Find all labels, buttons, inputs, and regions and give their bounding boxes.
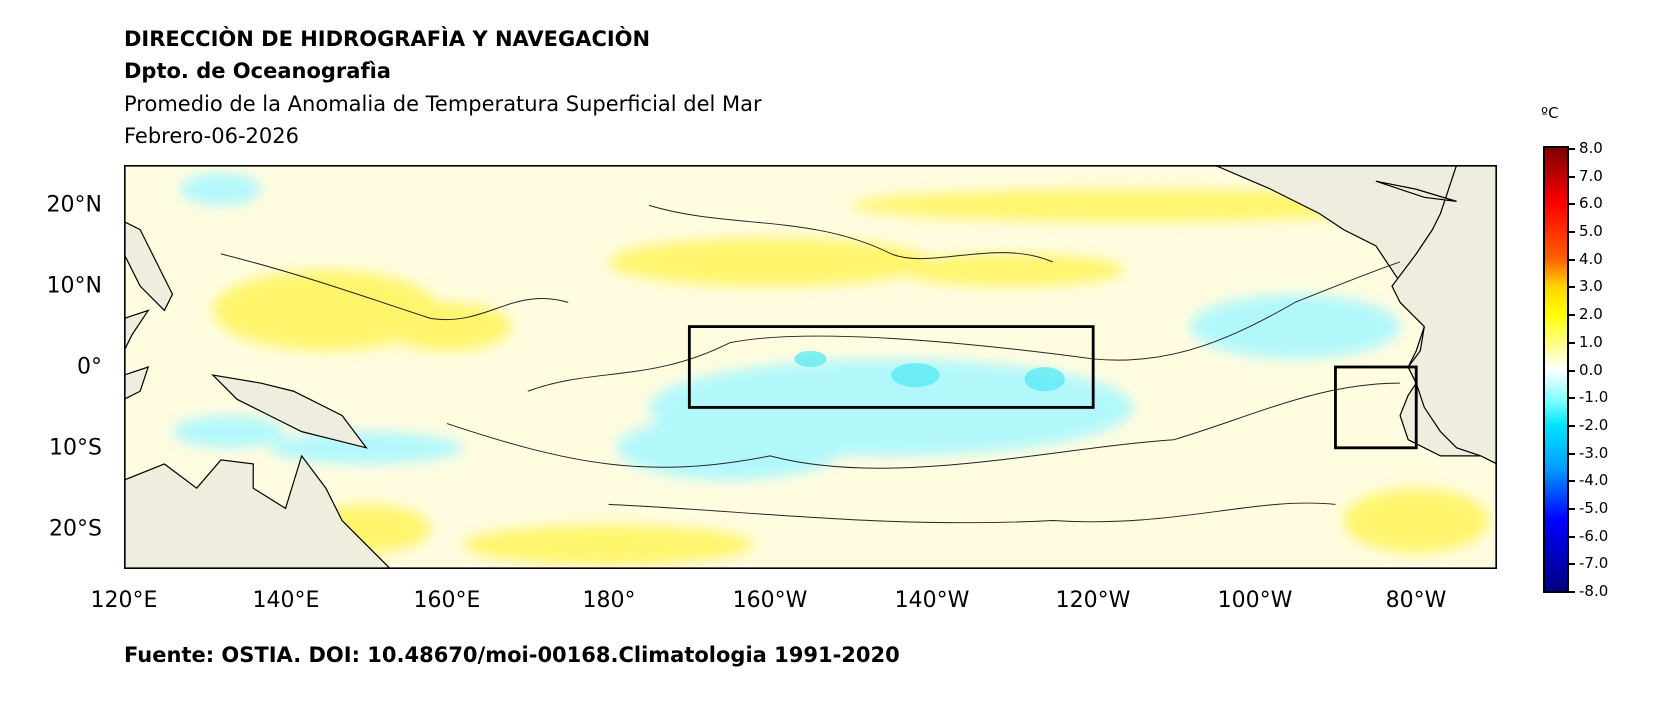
colorbar-tick-label: -8.0	[1566, 582, 1609, 600]
colorbar-tick-text: 6.0	[1579, 194, 1603, 213]
x-tick-label: 140°W	[894, 588, 970, 613]
map-date: Febrero-06-2026	[124, 124, 300, 148]
x-tick-label: 180°	[582, 588, 636, 613]
contour-lines	[220, 204, 1401, 524]
colorbar-tick-text: -5.0	[1579, 498, 1609, 517]
y-tick-label: 10°S	[49, 435, 102, 461]
land-south-america-coast	[1391, 165, 1497, 465]
department-title: Dpto. de Oceanografìa	[124, 59, 391, 83]
land-cuba	[1375, 180, 1457, 202]
colorbar-tick-text: 1.0	[1579, 332, 1603, 351]
colorbar-tick-label: 7.0	[1567, 166, 1603, 185]
colorbar-tick-label: -7.0	[1566, 554, 1609, 573]
nino-regions	[687, 325, 1418, 450]
colorbar-tick-text: 2.0	[1579, 305, 1603, 324]
agency-title: DIRECCIÒN DE HIDROGRAFÌA Y NAVEGACIÒN	[124, 27, 651, 51]
colorbar-tick-label: 8.0	[1567, 139, 1603, 157]
colorbar-tick-label: 6.0	[1567, 194, 1603, 213]
colorbar-tick-text: -4.0	[1579, 471, 1609, 490]
colorbar-tick-label: -2.0	[1566, 415, 1609, 434]
nino-1-2-box	[1334, 365, 1418, 450]
x-tick-label: 120°W	[1055, 588, 1131, 613]
colorbar-tick-text: -6.0	[1579, 526, 1609, 545]
x-tick-label: 100°W	[1217, 588, 1293, 613]
colorbar-unit: ºC	[1541, 104, 1559, 122]
colorbar-tick-label: 2.0	[1567, 305, 1603, 324]
y-tick-label: 20°N	[46, 192, 102, 218]
colorbar-tick-text: 4.0	[1579, 249, 1603, 268]
colorbar-tick-text: 3.0	[1579, 277, 1603, 296]
x-tick-label: 160°W	[732, 588, 808, 613]
colorbar-tick-label: -1.0	[1566, 388, 1609, 407]
sst-anomaly-map	[124, 165, 1497, 569]
colorbar-tick-label: 1.0	[1567, 332, 1603, 351]
colorbar-tick-text: -7.0	[1579, 554, 1609, 573]
y-tick-label: 20°S	[49, 516, 102, 542]
land-sulawesi	[124, 366, 150, 400]
colorbar-tick-text: 0.0	[1579, 360, 1603, 379]
strong-cool-anomaly-areas	[794, 350, 1065, 392]
nino-3-4-box	[687, 325, 1095, 409]
colorbar-tick-label: -4.0	[1566, 471, 1609, 490]
y-tick-label: 0°	[77, 354, 102, 380]
colorbar-tick-text: -3.0	[1579, 443, 1609, 462]
x-tick-label: 120°E	[90, 588, 158, 613]
colorbar-tick-label: -6.0	[1566, 526, 1609, 545]
x-tick-label: 80°W	[1385, 588, 1447, 613]
source-note: Fuente: OSTIA. DOI: 10.48670/moi-00168.C…	[124, 643, 900, 667]
colorbar-tick-label: 4.0	[1567, 249, 1603, 268]
colorbar-tick-text: 8.0	[1579, 139, 1603, 157]
land-australia	[124, 454, 392, 569]
y-tick-label: 10°N	[46, 273, 102, 299]
colorbar-tick-text: -2.0	[1579, 415, 1609, 434]
colorbar	[1543, 146, 1569, 593]
land-masses	[124, 165, 1497, 569]
colorbar-tick-label: 3.0	[1567, 277, 1603, 296]
land-borneo	[124, 309, 150, 352]
colorbar-tick-label: 0.0	[1567, 360, 1603, 379]
land-philippines	[124, 220, 174, 312]
colorbar-tick-label: -3.0	[1566, 443, 1609, 462]
colorbar-tick-text: -8.0	[1579, 582, 1609, 600]
colorbar-tick-label: 5.0	[1567, 222, 1603, 241]
colorbar-tick-text: 7.0	[1579, 166, 1603, 185]
colorbar-tick-text: -1.0	[1579, 388, 1609, 407]
colorbar-tick-label: -5.0	[1566, 498, 1609, 517]
x-tick-label: 140°E	[252, 588, 320, 613]
map-title: Promedio de la Anomalia de Temperatura S…	[124, 92, 762, 116]
land-new-guinea	[211, 374, 368, 449]
x-tick-label: 160°E	[413, 588, 481, 613]
colorbar-tick-text: 5.0	[1579, 222, 1603, 241]
